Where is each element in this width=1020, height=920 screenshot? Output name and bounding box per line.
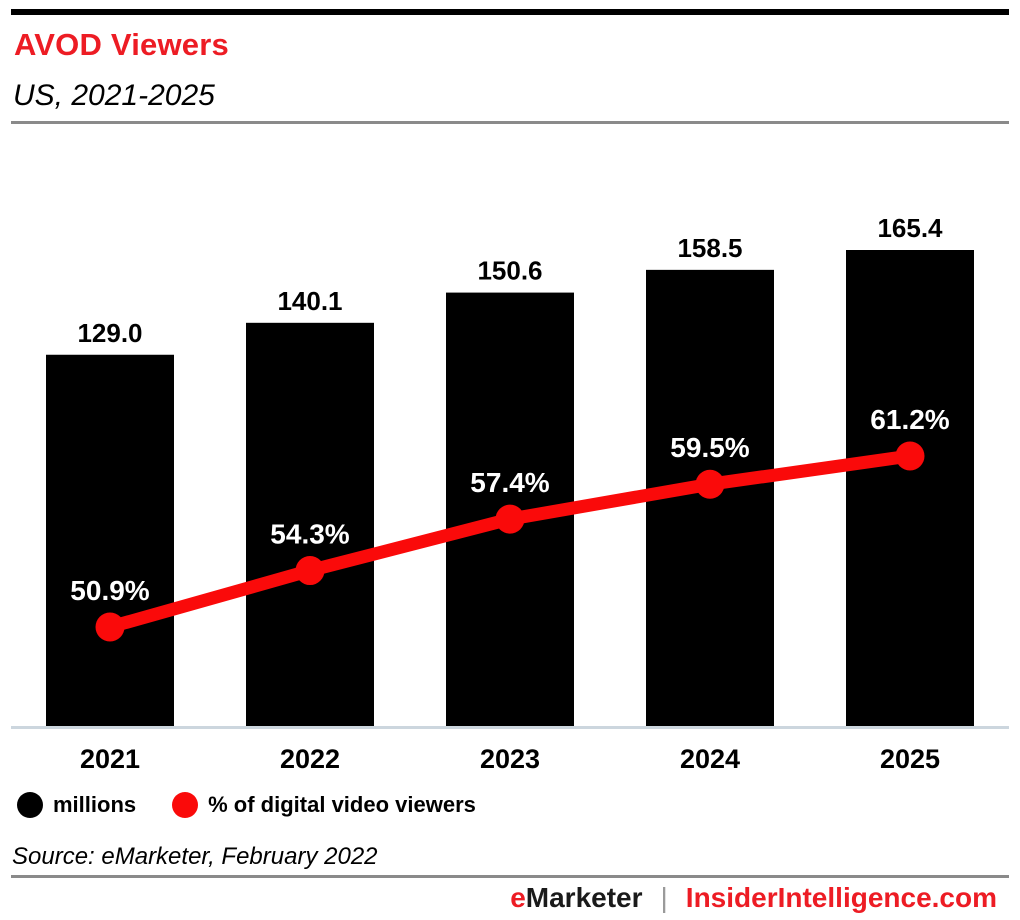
line-marker-2021 — [95, 612, 125, 642]
x-axis-label-2024: 2024 — [680, 744, 740, 774]
footer-divider — [11, 875, 1009, 878]
percent-label-2025: 61.2% — [870, 404, 949, 435]
bar-2021 — [46, 354, 174, 726]
percent-legend-dot-icon — [172, 792, 199, 818]
percent-label-2021: 50.9% — [70, 575, 149, 606]
x-axis-label-2023: 2023 — [480, 744, 540, 774]
bar-value-label-2023: 150.6 — [477, 256, 542, 286]
bar-2022 — [246, 322, 374, 726]
avod-chart: 129.0 140.1 150.6 158.5 165.4 50.9% 54.3% 57.4%… — [11, 213, 1009, 774]
legend-item-millions: millions — [17, 792, 136, 818]
legend-item-percent: % of digital video viewers — [172, 792, 476, 818]
bar-2025 — [846, 250, 974, 726]
top-rule — [11, 9, 1009, 15]
bar-value-label-2021: 129.0 — [77, 318, 142, 348]
percent-label-2023: 57.4% — [470, 467, 549, 498]
x-axis-label-2022: 2022 — [280, 744, 340, 774]
legend-label: millions — [53, 792, 137, 817]
page-subtitle: US, 2021-2025 — [13, 79, 215, 112]
bar-value-label-2024: 158.5 — [677, 233, 742, 263]
line-marker-2023 — [495, 504, 525, 534]
line-marker-2022 — [295, 556, 325, 586]
bar-value-label-2022: 140.1 — [277, 286, 342, 316]
source-note: Source: eMarketer, February 2022 — [12, 843, 378, 870]
x-axis-label-2021: 2021 — [80, 744, 140, 774]
emarketer-logo: eMarketer — [510, 882, 643, 913]
header-divider — [11, 121, 1009, 124]
line-marker-2025 — [895, 441, 925, 471]
page-title: AVOD Viewers — [14, 27, 229, 62]
legend-label: % of digital video viewers — [208, 792, 476, 817]
percent-label-2022: 54.3% — [270, 519, 349, 550]
percent-label-2024: 59.5% — [670, 432, 749, 463]
insider-intelligence-link: InsiderIntelligence.com — [685, 882, 997, 913]
footer-separator: | — [660, 882, 668, 913]
footer-branding: eMarketer | InsiderIntelligence.com — [510, 882, 997, 914]
chart-legend: millions % of digital video viewers — [17, 792, 476, 818]
millions-legend-dot-icon — [17, 792, 43, 818]
x-axis-label-2025: 2025 — [880, 744, 940, 774]
line-marker-2024 — [695, 469, 725, 499]
bar-value-label-2025: 165.4 — [877, 213, 943, 243]
